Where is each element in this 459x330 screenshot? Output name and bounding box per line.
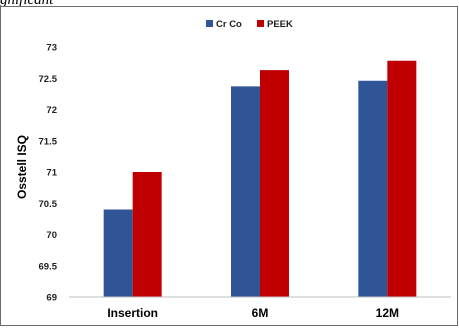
y-tick-label: 71 [46, 168, 57, 179]
bar-cr-co-insertion [103, 209, 133, 297]
bar-cr-co-12m [358, 80, 388, 297]
y-axis-label: Osstell ISQ [15, 135, 29, 199]
legend-swatch [206, 20, 213, 27]
y-tick-label: 72 [46, 105, 57, 116]
legend-label: Cr Co [216, 19, 242, 30]
x-tick-label: 12M [376, 306, 399, 320]
bar-peek-12m [387, 60, 417, 297]
bar-chart: Cr Co PEEK 69 69.5 70 70.5 71 71.5 72 72.5 73 Ins… [15, 19, 451, 320]
chart-bars [103, 60, 417, 297]
chart-frame: Cr Co PEEK 69 69.5 70 70.5 71 71.5 72 72.5 73 Ins… [0, 6, 458, 326]
y-tick-label: 69.5 [39, 261, 58, 272]
bar-peek-6m [260, 70, 289, 297]
legend-label: PEEK [267, 19, 293, 30]
x-axis: Insertion 6M 12M [69, 296, 451, 320]
bar-peek-insertion [132, 172, 162, 297]
y-tick-label: 73 [46, 43, 57, 54]
x-tick-label: Insertion [107, 306, 158, 320]
chart-legend: Cr Co PEEK [206, 19, 293, 30]
page-caption-fragment: gnificant [0, 0, 54, 8]
x-tick-label: 6M [252, 306, 269, 320]
y-tick-label: 70 [46, 230, 57, 241]
legend-swatch [257, 20, 264, 27]
y-tick-label: 69 [46, 293, 57, 304]
y-tick-label: 72.5 [39, 74, 58, 85]
y-tick-label: 70.5 [39, 199, 58, 210]
y-tick-label: 71.5 [39, 136, 58, 147]
bar-cr-co-6m [231, 86, 260, 297]
y-axis: 69 69.5 70 70.5 71 71.5 72 72.5 73 [39, 43, 58, 304]
